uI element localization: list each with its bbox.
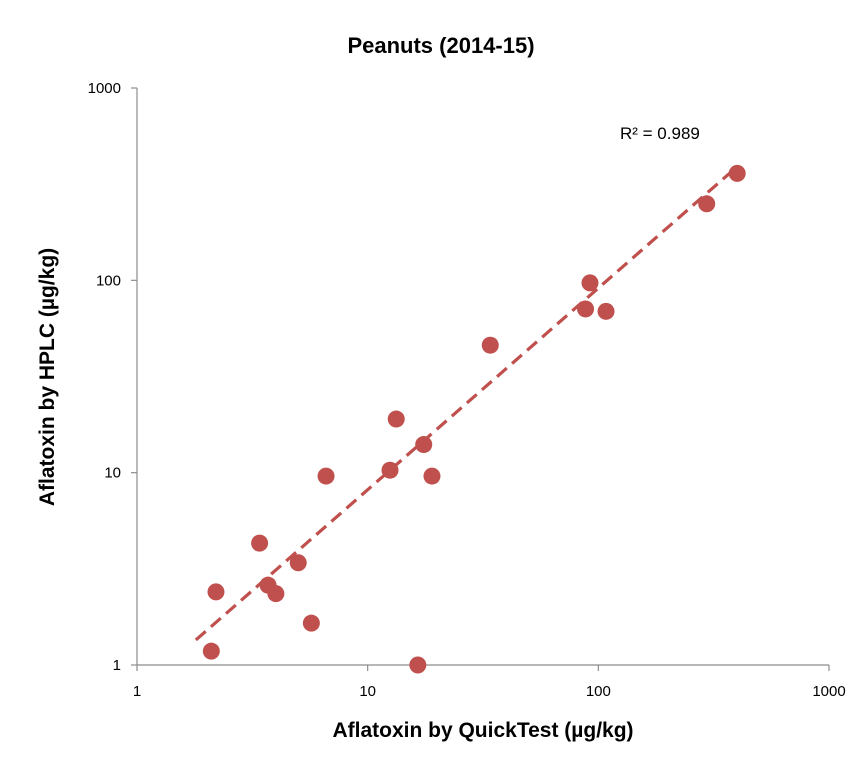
y-tick-label: 100 [96,272,121,289]
x-tick-label: 1000 [812,683,845,700]
x-tick-label: 1 [133,683,141,700]
y-tick-label: 1000 [88,80,121,97]
data-point [423,467,441,485]
trendline [194,165,739,642]
data-points-layer [202,164,746,674]
x-tick-label: 100 [586,683,611,700]
axes [136,88,829,666]
data-point [577,300,595,318]
trendline-layer [194,165,739,642]
x-tick-label: 10 [359,683,376,700]
data-point [251,534,269,552]
data-point [415,436,433,454]
data-point [317,467,335,485]
x-axis-label: Aflatoxin by QuickTest (µg/kg) [332,719,633,742]
data-point [302,614,320,632]
data-point [267,585,285,603]
data-point [481,336,499,354]
data-point [207,583,225,601]
y-tick-label: 1 [113,657,121,674]
r-squared-annotation: R² = 0.989 [620,124,700,143]
axis-ticks: 1 10 100 1000 1 10 100 1000 [88,80,846,700]
data-point [409,656,427,674]
data-point [581,274,599,292]
data-point [202,642,220,660]
data-point [728,164,746,182]
y-tick-label: 10 [104,465,121,482]
data-point [698,195,716,213]
data-point [381,461,399,479]
data-point [597,302,615,320]
data-point [387,410,405,428]
y-axis-label: Aflatoxin by HPLC (µg/kg) [36,248,59,506]
data-point [289,554,307,572]
chart-title: Peanuts (2014-15) [347,33,534,58]
